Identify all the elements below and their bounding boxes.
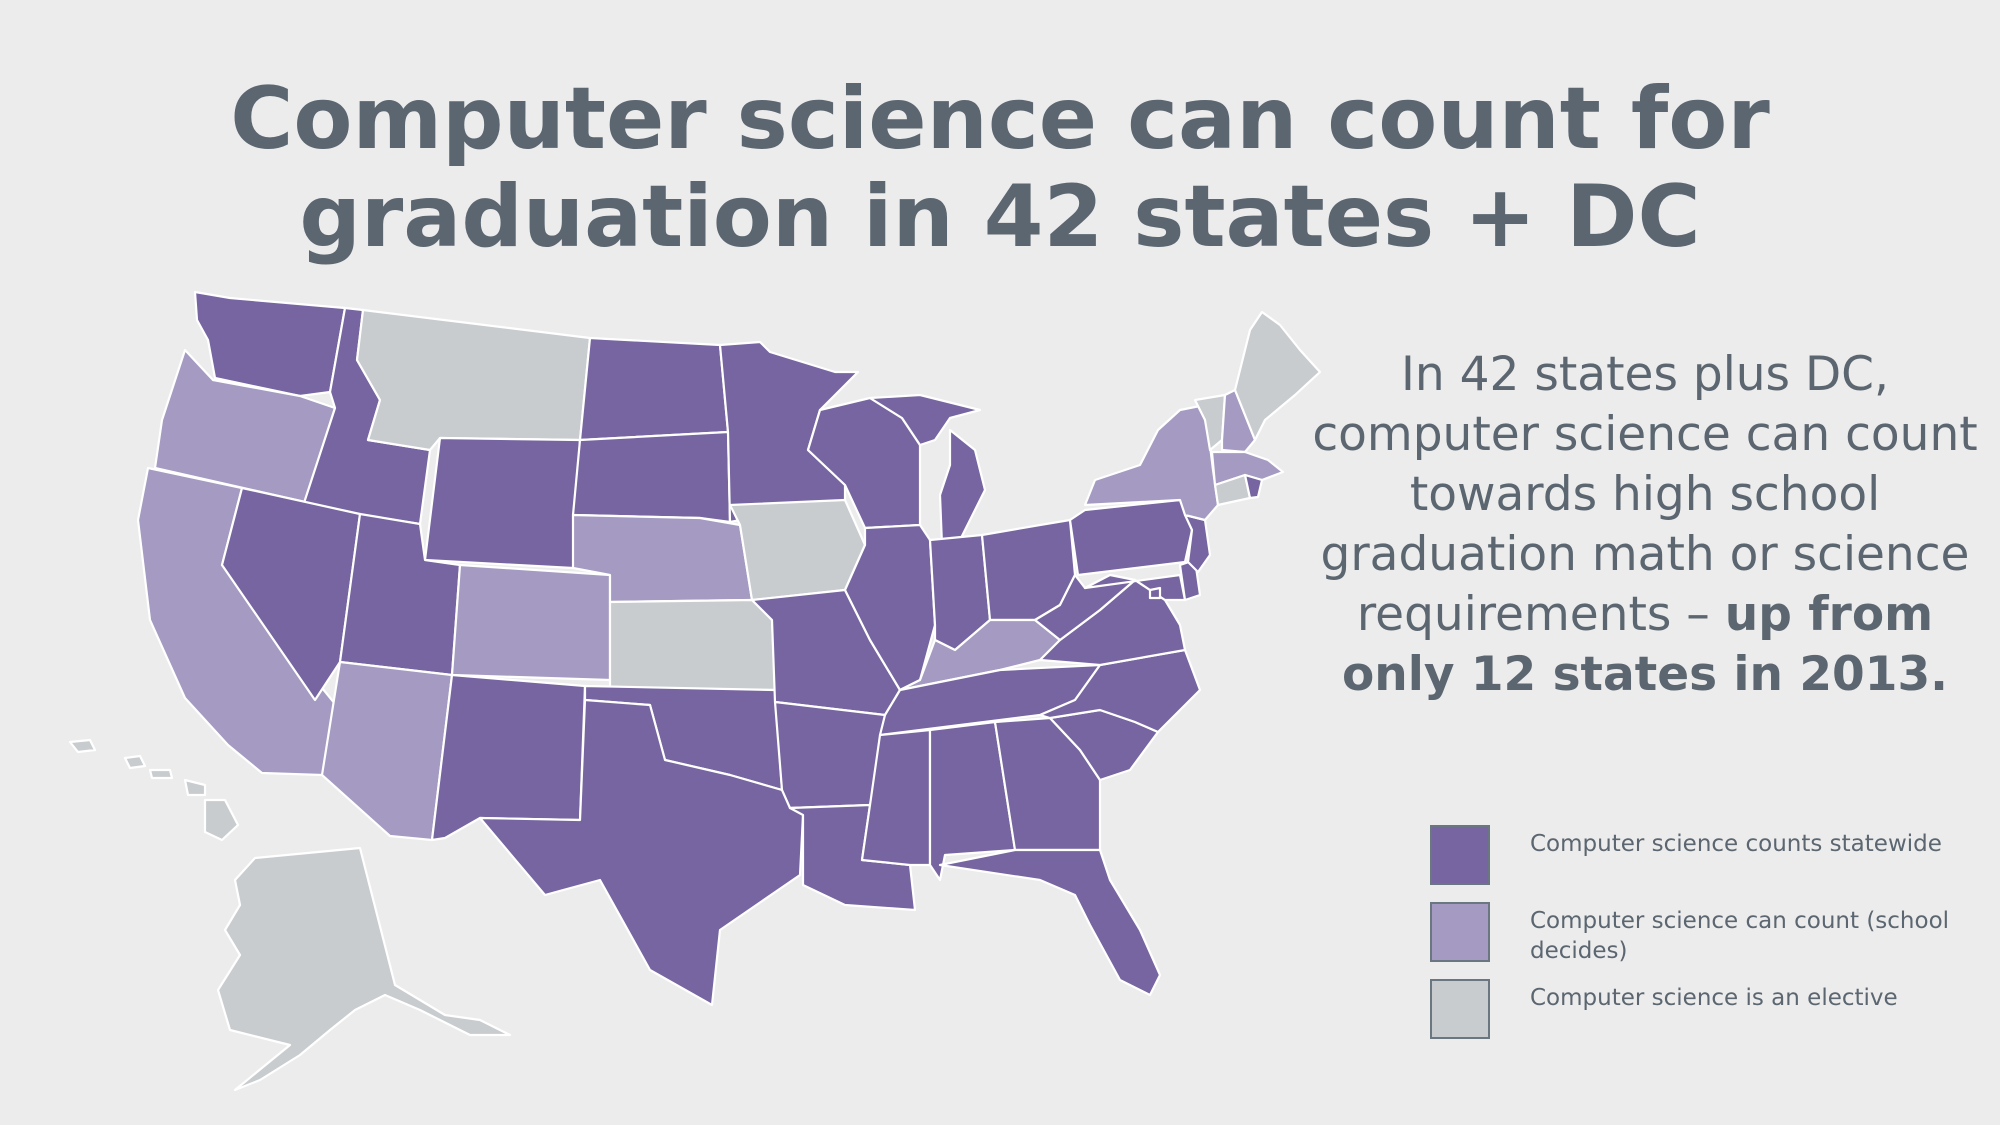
state-IA xyxy=(728,498,867,602)
state-KS xyxy=(608,598,777,692)
state-DC xyxy=(1148,586,1162,600)
state-ND xyxy=(578,336,730,442)
state-NV xyxy=(220,486,362,702)
state-VT xyxy=(1193,393,1227,452)
state-ME xyxy=(1233,310,1322,442)
legend-swatch-statewide xyxy=(1430,825,1490,885)
state-NM xyxy=(430,673,587,842)
description-text: In 42 states plus DC, computer science c… xyxy=(1305,345,1985,705)
title-line-2: graduation in 42 states + DC xyxy=(299,167,1701,267)
state-HI xyxy=(68,738,240,842)
legend-item-statewide: Computer science counts statewide xyxy=(1430,825,1990,887)
page-title: Computer science can count for graduatio… xyxy=(0,70,2000,266)
legend-label-elective: Computer science is an elective xyxy=(1530,985,1898,1011)
title-line-1: Computer science can count for xyxy=(230,69,1770,169)
state-AZ xyxy=(320,660,454,842)
legend-swatch-elective xyxy=(1430,979,1490,1039)
state-PA xyxy=(1068,498,1194,577)
state-TX xyxy=(478,698,805,1007)
legend-item-elective: Computer science is an elective xyxy=(1430,979,1990,1041)
state-WY xyxy=(423,436,582,570)
state-SD xyxy=(571,430,732,524)
description-body: In 42 states plus DC, computer science c… xyxy=(1312,347,1978,642)
state-MT xyxy=(355,308,592,452)
legend-item-school-decides: Computer science can count (school decid… xyxy=(1430,902,1990,964)
legend-swatch-school-decides xyxy=(1430,902,1490,962)
legend-label-school-decides: Computer science can count (school decid… xyxy=(1530,908,1950,964)
description-emphasis: up from only 12 states in 2013. xyxy=(1341,587,1949,702)
state-AK xyxy=(216,846,512,1092)
legend-label-statewide: Computer science counts statewide xyxy=(1530,831,1942,857)
state-RI xyxy=(1243,473,1264,500)
state-FL xyxy=(938,848,1162,997)
state-KY xyxy=(898,618,1062,692)
state-CO xyxy=(450,563,612,682)
state-NC xyxy=(1038,648,1202,734)
state-AR xyxy=(773,700,887,810)
